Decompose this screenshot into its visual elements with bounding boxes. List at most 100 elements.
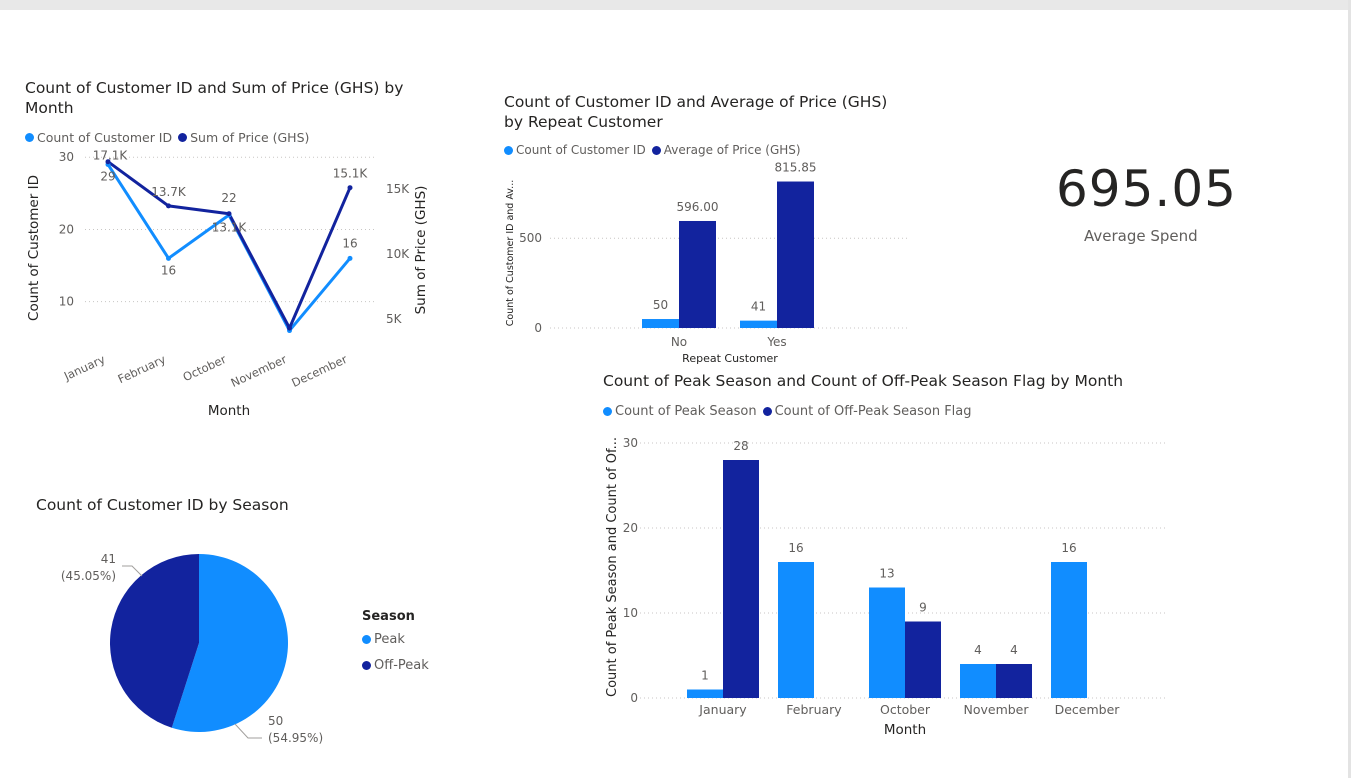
x-axis-title: Repeat Customer <box>682 352 778 365</box>
data-label: 29 <box>100 169 115 183</box>
y2-tick-label: 10K <box>386 247 410 261</box>
data-label: 13.1K <box>212 221 248 235</box>
y-tick-label: 20 <box>623 521 638 535</box>
x-tick-label: December <box>289 352 349 390</box>
top-bar <box>0 0 1351 10</box>
chart-title: Count of Customer ID by Season <box>36 496 289 514</box>
x-tick-label: October <box>181 352 229 384</box>
legend-item[interactable]: Count of Off-Peak Season Flag <box>762 404 972 419</box>
data-label: (45.05%) <box>61 569 116 583</box>
x-tick-label: Yes <box>766 335 786 349</box>
bar <box>687 689 723 698</box>
bar <box>642 319 679 328</box>
bar <box>869 587 905 698</box>
legend-item[interactable]: Peak <box>362 632 429 647</box>
season-flag-chart-visual[interactable]: Count of Peak Season and Count of Off-Pe… <box>580 360 1180 760</box>
legend-dot-light <box>504 145 513 155</box>
bar <box>905 621 941 698</box>
legend-label: Off-Peak <box>374 658 429 673</box>
x-tick-label: January <box>61 352 108 384</box>
y2-tick-label: 5K <box>386 312 403 326</box>
data-point <box>166 203 171 209</box>
pie-legend: Season Peak Off-Peak <box>362 609 429 684</box>
y-tick-label: 0 <box>630 691 638 705</box>
data-point <box>166 255 171 261</box>
y-tick-label: 0 <box>534 321 542 335</box>
data-label: 4 <box>974 643 982 657</box>
data-label: (54.95%) <box>268 731 323 745</box>
legend-label: Count of Off-Peak Season Flag <box>774 404 972 419</box>
data-label: 15.1K <box>333 167 369 181</box>
legend-dot-light <box>25 133 34 142</box>
bar <box>1051 562 1087 698</box>
line-chart-visual[interactable]: Count of Customer ID and Sum of Price (G… <box>0 0 470 440</box>
bar <box>723 460 759 698</box>
pie-chart-svg: 50 (54.95%) 41 (45.05%) <box>61 552 323 745</box>
data-label: 41 <box>751 300 766 314</box>
y-tick-label: 500 <box>519 231 542 245</box>
bar <box>778 562 814 698</box>
repeat-customer-chart-visual[interactable]: Count of Customer ID and Average of Pric… <box>480 0 940 370</box>
card-label: Average Spend <box>1084 227 1198 245</box>
data-point <box>347 255 353 261</box>
pie-slice <box>171 554 289 732</box>
pie-legend-title: Season <box>362 609 415 624</box>
bar <box>679 220 716 328</box>
data-label: 596.00 <box>677 200 719 214</box>
x-tick-label: January <box>698 702 747 717</box>
legend-item[interactable]: Sum of Price (GHS) <box>178 130 309 145</box>
data-label: 815.85 <box>775 161 817 175</box>
x-tick-label: No <box>671 335 687 349</box>
legend-dot-dark <box>362 661 371 670</box>
x-axis-title: Month <box>208 403 250 419</box>
pie-chart-visual[interactable]: Count of Customer ID by Season 50 (54.95%… <box>0 480 480 770</box>
data-label: 13 <box>879 567 894 581</box>
data-label: 16 <box>1061 541 1076 555</box>
kpi-card[interactable]: 695.05 Average Spend <box>1010 150 1270 260</box>
x-axis-title: Month <box>884 722 926 738</box>
y2-tick-label: 15K <box>386 182 410 196</box>
data-label: 17.1K <box>93 149 129 163</box>
legend-label: Peak <box>374 632 405 647</box>
chart-title: Count of Peak Season and Count of Off-Pe… <box>603 372 1124 390</box>
chart-title: Count of Customer ID and Average of Pric… <box>504 93 888 131</box>
card-value: 695.05 <box>1056 160 1237 218</box>
repeat-customer-chart-svg: 500 0 50 596.00 No 41 815.85 Yes Repeat Customer… <box>505 161 910 365</box>
y-axis-title: Count of Customer ID and Av... <box>505 180 516 327</box>
legend-dot-light <box>603 407 612 416</box>
legend-item[interactable]: Off-Peak <box>362 658 429 673</box>
legend-label: Average of Price (GHS) <box>663 143 801 157</box>
bar <box>960 664 996 698</box>
y-axis-title: Count of Customer ID <box>26 175 42 321</box>
x-tick-label: December <box>1055 702 1121 717</box>
leader-line <box>122 565 143 577</box>
legend-item[interactable]: Average of Price (GHS) <box>651 143 801 157</box>
data-point <box>105 159 111 165</box>
data-label: 1 <box>701 669 709 683</box>
legend-item[interactable]: Count of Peak Season <box>603 404 757 419</box>
line-chart-svg: 30 20 10 15K 10K 5K January February October Nove… <box>26 149 429 419</box>
legend-dot-light <box>362 635 371 644</box>
data-label: 50 <box>268 714 283 728</box>
data-point <box>347 185 353 191</box>
pie-slice <box>110 554 199 728</box>
y-tick-label: 30 <box>623 436 638 450</box>
bar <box>777 181 814 328</box>
x-tick-label: February <box>786 702 842 717</box>
data-label: 28 <box>733 439 748 453</box>
legend-item[interactable]: Count of Customer ID <box>504 143 646 157</box>
chart-legend: Count of Customer ID Sum of Price (GHS) <box>25 130 315 145</box>
y-tick-label: 10 <box>59 295 74 309</box>
data-label: 16 <box>788 541 803 555</box>
data-label: 16 <box>161 263 176 277</box>
data-label: 16 <box>342 236 357 250</box>
legend-label: Sum of Price (GHS) <box>190 130 310 145</box>
legend-item[interactable]: Count of Customer ID <box>25 130 172 145</box>
y-axis-title: Count of Peak Season and Count of Of... <box>605 437 620 697</box>
legend-label: Count of Peak Season <box>615 404 757 419</box>
legend-dot-dark <box>651 145 661 155</box>
right-scrollbar-edge <box>1348 0 1351 778</box>
y-tick-label: 20 <box>59 222 74 236</box>
leader-line <box>234 723 262 739</box>
legend-label: Count of Customer ID <box>37 130 173 145</box>
